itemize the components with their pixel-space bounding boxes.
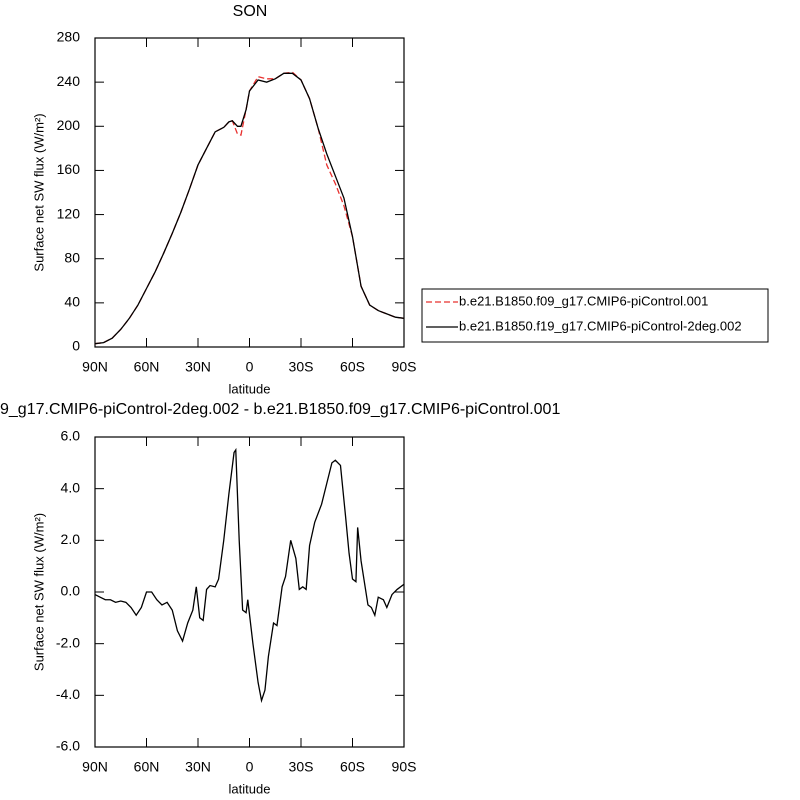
- x-tick-label: 90N: [82, 359, 108, 375]
- x-tick-label: 30S: [289, 759, 314, 775]
- y-tick-label: 6.0: [61, 428, 81, 444]
- data-line: [94, 72, 405, 345]
- plot-frame: [94, 436, 405, 748]
- x-tick-label: 90S: [392, 359, 417, 375]
- x-tick-label: 90N: [82, 759, 108, 775]
- y-tick-label: -6.0: [56, 738, 80, 754]
- y-tick-label: 80: [64, 249, 80, 265]
- y-tick-label: 240: [57, 73, 81, 89]
- x-tick-label: 30N: [185, 359, 211, 375]
- chart-title: SON: [233, 3, 268, 20]
- x-tick-label: 30N: [185, 759, 211, 775]
- x-axis-label: latitude: [229, 381, 271, 396]
- y-axis-label: Surface net SW flux (W/m²): [31, 113, 46, 271]
- x-tick-label: 90S: [392, 759, 417, 775]
- y-tick-label: 160: [57, 161, 81, 177]
- legend-label: b.e21.B1850.f09_g17.CMIP6-piControl.001: [459, 293, 708, 308]
- y-tick-label: 2.0: [61, 531, 81, 547]
- x-tick-label: 30S: [289, 359, 314, 375]
- y-tick-label: 120: [57, 205, 81, 221]
- x-tick-label: 60N: [134, 359, 160, 375]
- x-tick-label: 60S: [340, 359, 365, 375]
- x-tick-label: 0: [246, 759, 254, 775]
- y-tick-label: 200: [57, 117, 81, 133]
- y-tick-label: 40: [64, 294, 80, 310]
- x-tick-label: 0: [246, 359, 254, 375]
- y-tick-label: 0.0: [61, 583, 81, 599]
- y-tick-label: 0: [72, 338, 80, 354]
- plot-frame: [94, 37, 405, 348]
- legend-box: [421, 288, 769, 343]
- y-tick-label: -2.0: [56, 634, 80, 650]
- x-tick-label: 60N: [134, 759, 160, 775]
- y-tick-label: -4.0: [56, 686, 80, 702]
- legend-label: b.e21.B1850.f19_g17.CMIP6-piControl-2deg…: [459, 318, 742, 333]
- x-tick-label: 60S: [340, 759, 365, 775]
- data-line: [94, 71, 405, 345]
- chart-title: 9_g17.CMIP6-piControl-2deg.002 - b.e21.B…: [0, 401, 560, 418]
- y-axis-label: Surface net SW flux (W/m²): [31, 513, 46, 671]
- data-line: [94, 447, 405, 704]
- y-tick-label: 280: [57, 29, 81, 45]
- y-tick-label: 4.0: [61, 479, 81, 495]
- x-axis-label: latitude: [229, 781, 271, 796]
